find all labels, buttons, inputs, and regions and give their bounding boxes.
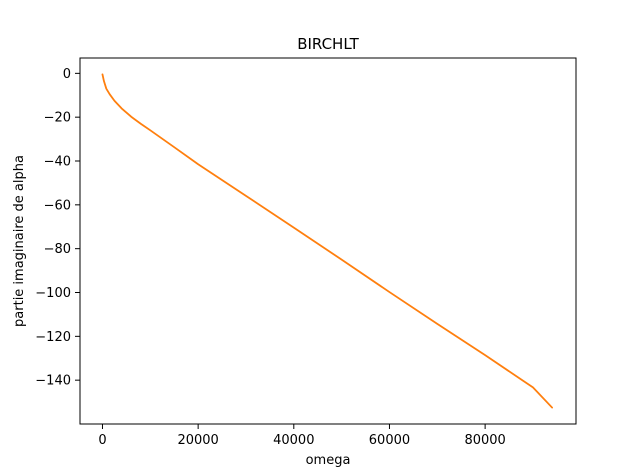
series-line (101, 73, 553, 409)
y-tick-label: −120 (35, 330, 71, 345)
y-axis: 0 −20 −40 −60 −80 −100 −120 −140 (35, 67, 80, 389)
y-tick-label: −100 (35, 286, 71, 301)
x-tick-label: 40000 (273, 433, 314, 448)
y-tick-label: −140 (35, 374, 71, 389)
series-layer (101, 73, 553, 409)
x-axis-label: omega (306, 453, 351, 468)
x-tick-label: 20000 (177, 433, 218, 448)
y-tick-label: −40 (44, 155, 71, 170)
x-tick-label: 60000 (369, 433, 410, 448)
y-tick-label: 0 (63, 67, 71, 82)
y-tick-label: −60 (44, 198, 71, 213)
y-tick-label: −80 (44, 242, 71, 257)
x-tick-label: 80000 (464, 433, 505, 448)
chart-title: BIRCHLT (297, 35, 359, 53)
x-tick-label: 0 (98, 433, 106, 448)
plot-frame (79, 57, 577, 425)
x-axis: 0 20000 40000 60000 80000 (98, 424, 506, 448)
y-tick-label: −20 (44, 111, 71, 126)
y-axis-label: partie imaginaire de alpha (12, 155, 27, 327)
